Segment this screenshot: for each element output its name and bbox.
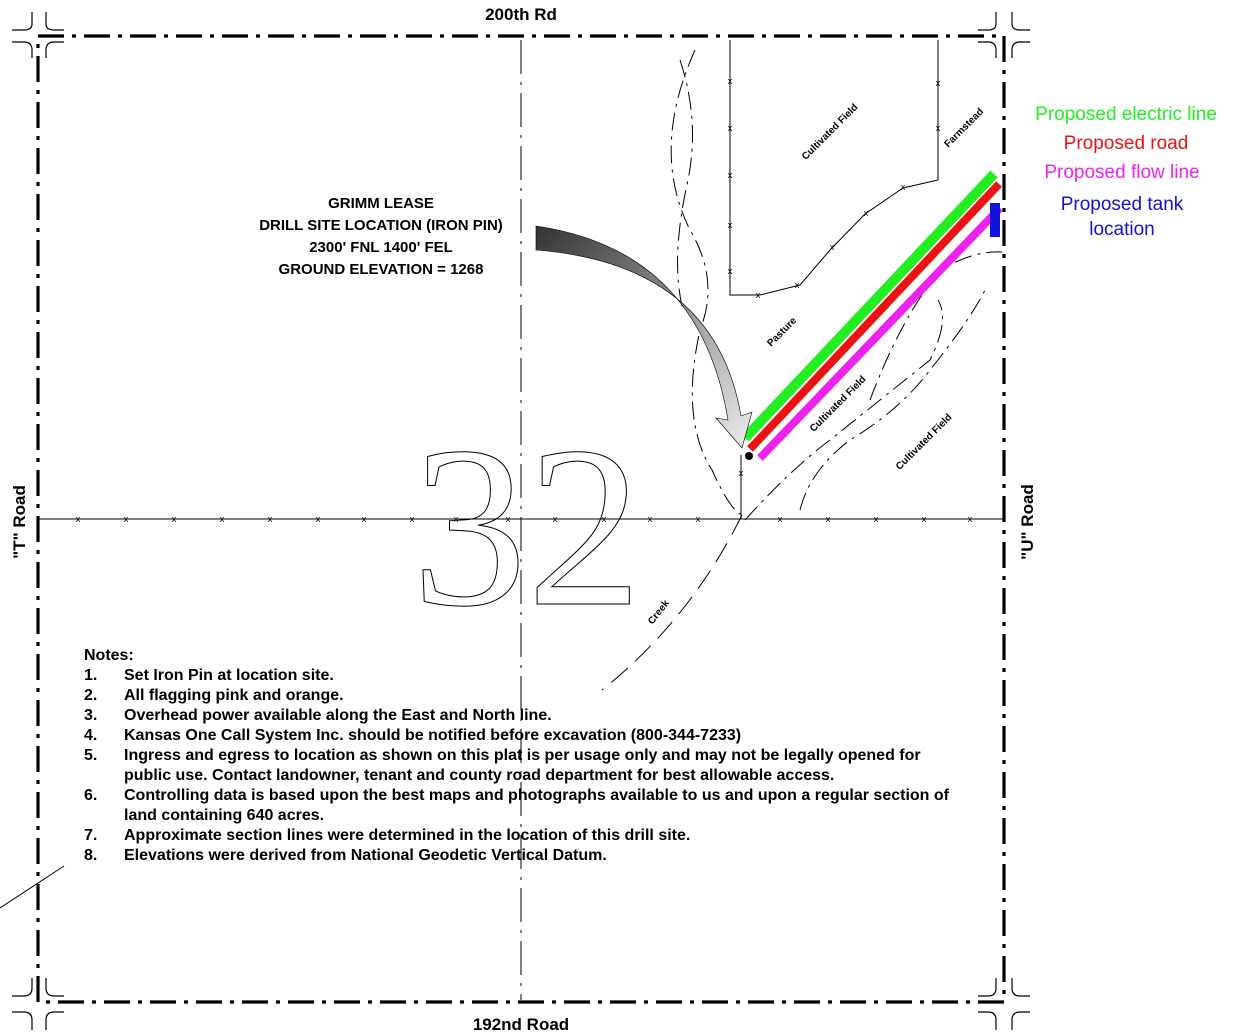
interior-fences <box>729 40 939 519</box>
proposed-tank-location <box>990 203 1000 237</box>
lease-footage: 2300' FNL 1400' FEL <box>309 239 453 256</box>
fence-x-marker: x <box>936 123 941 133</box>
area-label-cultivated-field-north: Cultivated Field <box>800 102 860 162</box>
fence-x-marker: x <box>362 514 367 524</box>
fence-x-marker: x <box>410 514 415 524</box>
note-text: Controlling data is based upon the best … <box>124 787 949 824</box>
interior-fence-markers: x x x x x x x x x x x x x <box>728 76 941 478</box>
note-number: 5. <box>84 747 98 764</box>
lease-info: GRIMM LEASE DRILL SITE LOCATION (IRON PI… <box>259 195 503 278</box>
note-text: Set Iron Pin at location site. <box>124 667 334 684</box>
survey-reference-line <box>0 865 65 909</box>
fence-x-marker: x <box>220 514 225 524</box>
note-number: 6. <box>84 787 98 804</box>
legend-electric-line: Proposed electric line <box>1035 104 1217 125</box>
corner-marks <box>12 12 1030 1030</box>
note-number: 7. <box>84 827 98 844</box>
legend-flow-line: Proposed flow line <box>1044 162 1199 183</box>
note-item: 3. Overhead power available along the Eas… <box>84 706 964 726</box>
note-text: Elevations were derived from National Ge… <box>124 847 607 864</box>
notes-title: Notes: <box>84 647 134 664</box>
note-item: 4. Kansas One Call System Inc. should be … <box>84 726 964 746</box>
road-east-label: "U" Road <box>1018 484 1037 560</box>
fence-x-marker: x <box>124 514 129 524</box>
fence-x-marker: x <box>728 76 733 86</box>
fence-x-marker: x <box>728 266 733 276</box>
lease-site-type: DRILL SITE LOCATION (IRON PIN) <box>259 217 503 234</box>
note-text: Kansas One Call System Inc. should be no… <box>124 727 742 744</box>
proposed-road <box>747 181 1002 452</box>
fence-x-marker: x <box>553 514 558 524</box>
fence-x-marker: x <box>968 514 973 524</box>
legend-road: Proposed road <box>1064 133 1189 154</box>
drill-site-pointer-arrow <box>535 225 753 449</box>
fence-x-marker: x <box>739 468 744 478</box>
note-item: 1. Set Iron Pin at location site. <box>84 666 964 686</box>
fence-x-marker: x <box>756 290 761 300</box>
fence-x-marker: x <box>454 514 459 524</box>
fence-x-marker: x <box>172 514 177 524</box>
notes-block: Notes: 1. Set Iron Pin at location site. … <box>84 646 964 866</box>
note-number: 4. <box>84 727 98 744</box>
fence-x-marker: x <box>728 123 733 133</box>
note-item: 8. Elevations were derived from National … <box>84 846 964 866</box>
note-item: 5. Ingress and egress to location as show… <box>84 746 964 786</box>
area-label-creek: Creek <box>646 598 672 627</box>
legend: Proposed electric line Proposed road Pro… <box>1035 104 1217 240</box>
fence-x-marker: x <box>874 514 879 524</box>
fence-x-marker: x <box>830 242 835 252</box>
note-item: 7. Approximate section lines were determi… <box>84 826 964 846</box>
creek-line <box>601 49 1003 691</box>
road-west-label: "T" Road <box>10 485 29 559</box>
fence-x-marker: x <box>506 514 511 524</box>
fence-x-marker: x <box>76 514 81 524</box>
lease-elevation: GROUND ELEVATION = 1268 <box>279 261 484 278</box>
note-text: Overhead power available along the East … <box>124 707 552 724</box>
road-south-label: 192nd Road <box>473 1015 569 1034</box>
drill-site-iron-pin <box>745 452 753 460</box>
section-number: 32 <box>412 399 643 655</box>
road-north-label: 200th Rd <box>485 5 557 24</box>
lease-name: GRIMM LEASE <box>328 195 434 212</box>
area-label-farmstead: Farmstead <box>942 106 986 150</box>
fence-x-marker: x <box>602 514 607 524</box>
note-number: 8. <box>84 847 98 864</box>
fence-x-marker: x <box>936 78 941 88</box>
fence-x-marker: x <box>696 514 701 524</box>
fence-x-marker: x <box>316 514 321 524</box>
fence-x-marker: x <box>728 220 733 230</box>
note-number: 2. <box>84 687 98 704</box>
note-text: All flagging pink and orange. <box>124 687 344 704</box>
fence-x-marker: x <box>728 170 733 180</box>
note-item: 2. All flagging pink and orange. <box>84 686 964 706</box>
fence-x-marker: x <box>778 514 783 524</box>
proposed-flow-line <box>757 205 1003 461</box>
note-text: Approximate section lines were determine… <box>124 827 691 844</box>
legend-tank-line-1: Proposed tank <box>1061 194 1184 215</box>
fence-x-marker: x <box>268 514 273 524</box>
note-item: 6. Controlling data is based upon the bes… <box>84 786 964 826</box>
fence-x-marker: x <box>901 182 906 192</box>
fence-x-marker: x <box>922 514 927 524</box>
fence-x-marker: x <box>795 280 800 290</box>
legend-tank-line-2: location <box>1089 219 1155 240</box>
fence-x-marker: x <box>826 514 831 524</box>
fence-x-marker: x <box>864 208 869 218</box>
proposed-electric-line <box>741 170 998 442</box>
svg-text:32: 32 <box>412 399 642 654</box>
note-number: 3. <box>84 707 98 724</box>
area-label-cultivated-field-east: Cultivated Field <box>894 412 954 472</box>
fence-x-marker: x <box>648 514 653 524</box>
note-number: 1. <box>84 667 98 684</box>
note-text: Ingress and egress to location as shown … <box>124 747 921 784</box>
area-label-pasture: Pasture <box>765 315 799 349</box>
